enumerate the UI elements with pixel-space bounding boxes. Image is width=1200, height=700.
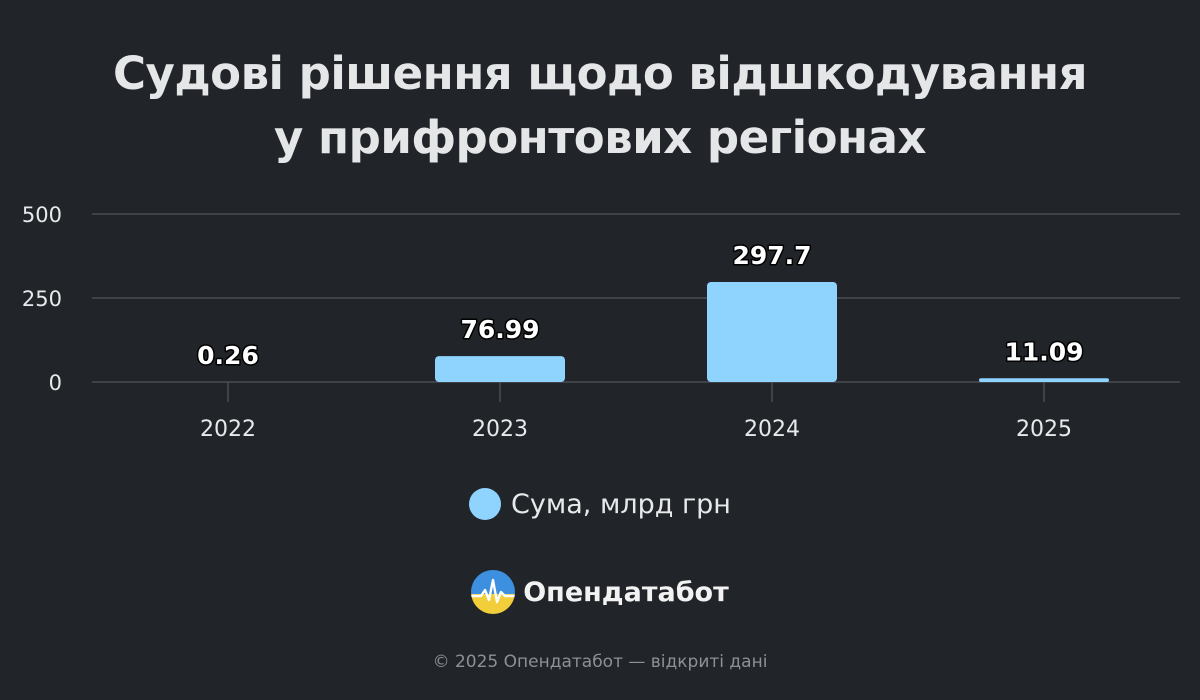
bar (979, 378, 1109, 382)
y-axis-ticks: 0 250 500 (22, 203, 62, 395)
y-tick-label: 250 (22, 287, 62, 311)
brand-name: Опендатабот (523, 576, 729, 608)
chart-title-line-2: у прифронтових регіонах (274, 111, 926, 164)
chart-title-line-1: Судові рішення щодо відшкодування (112, 47, 1088, 100)
x-tick-label: 2023 (472, 417, 528, 442)
chart-title: Судові рішення щодо відшкодування у приф… (0, 42, 1200, 170)
brand: Опендатабот (0, 570, 1200, 614)
x-axis-ticks: 2022 2023 2024 2025 (200, 382, 1072, 442)
legend-label: Сума, млрд грн (511, 488, 731, 520)
data-labels: 0.26 76.99 297.7 11.09 (196, 239, 1085, 371)
bars (435, 281, 1109, 382)
data-label: 0.26 (197, 341, 259, 370)
data-label: 11.09 (1004, 337, 1083, 366)
data-label: 297.7 (732, 241, 811, 270)
opendatabot-logo-icon (471, 570, 516, 614)
bar (435, 356, 565, 382)
y-tick-label: 0 (49, 371, 62, 395)
x-tick-label: 2025 (1016, 417, 1072, 442)
x-tick-label: 2024 (744, 417, 800, 442)
data-label: 76.99 (460, 315, 539, 344)
footer-copyright: © 2025 Опендатабот — відкриті дані (432, 652, 768, 672)
y-tick-label: 500 (22, 203, 62, 227)
x-tick-label: 2022 (200, 417, 256, 442)
bar (707, 281, 837, 382)
legend-swatch (469, 488, 502, 520)
legend: Сума, млрд грн (0, 488, 1200, 520)
